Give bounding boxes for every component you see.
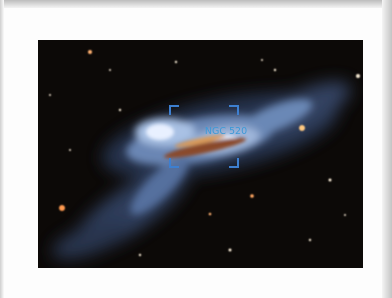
galaxy-photo xyxy=(38,40,363,268)
photo-canvas: NGC 520 xyxy=(0,0,392,298)
image-viewer: NGC 520 xyxy=(0,0,392,298)
annotation-label: NGC 520 xyxy=(205,126,247,137)
